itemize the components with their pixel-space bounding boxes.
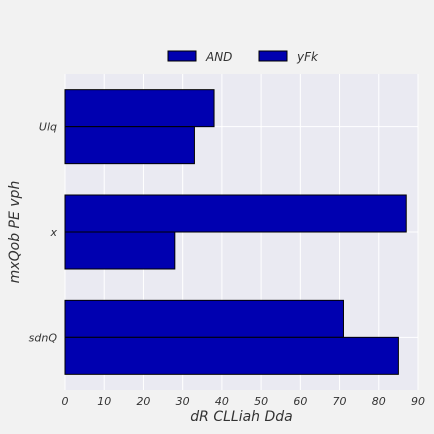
- y-axis-label: mxQob PE vph: [7, 181, 23, 284]
- bar-and-x: [64, 194, 407, 233]
- x-tick-label: 0: [62, 395, 69, 408]
- y-tick-label: sdnQ: [29, 331, 58, 344]
- legend-label-and: AND: [205, 50, 232, 64]
- bar-and-ulq: [64, 89, 215, 128]
- x-tick-label: 50: [254, 395, 268, 408]
- y-tick-label: Ulq: [39, 121, 57, 134]
- legend-label-yfk: yFk: [296, 50, 319, 64]
- bars: [64, 89, 407, 375]
- legend-swatch-and: [167, 50, 197, 62]
- legend-swatch-yfk: [258, 50, 288, 62]
- bar-yfk-x: [64, 231, 176, 270]
- x-axis-label: dR CLLiah Dda: [190, 409, 292, 425]
- legend: AND yFk: [167, 50, 319, 64]
- x-tick-label: 10: [97, 395, 111, 408]
- x-tick-label: 40: [215, 395, 229, 408]
- x-tick-label: 30: [176, 395, 190, 408]
- x-tick-label: 60: [293, 395, 307, 408]
- y-tick-label: x: [49, 226, 57, 239]
- x-tick-label: 90: [411, 395, 425, 408]
- x-tick-label: 70: [333, 395, 347, 408]
- x-tick-label: 20: [136, 395, 150, 408]
- bar-and-sdnq: [64, 299, 344, 338]
- x-tick-labels: 0 10 20 30 40 50 60 70 80 90: [62, 395, 426, 408]
- y-tick-labels: sdnQ x Ulq: [29, 121, 58, 345]
- bar-yfk-ulq: [64, 126, 195, 165]
- x-tick-label: 80: [372, 395, 386, 408]
- bar-yfk-sdnq: [64, 336, 399, 375]
